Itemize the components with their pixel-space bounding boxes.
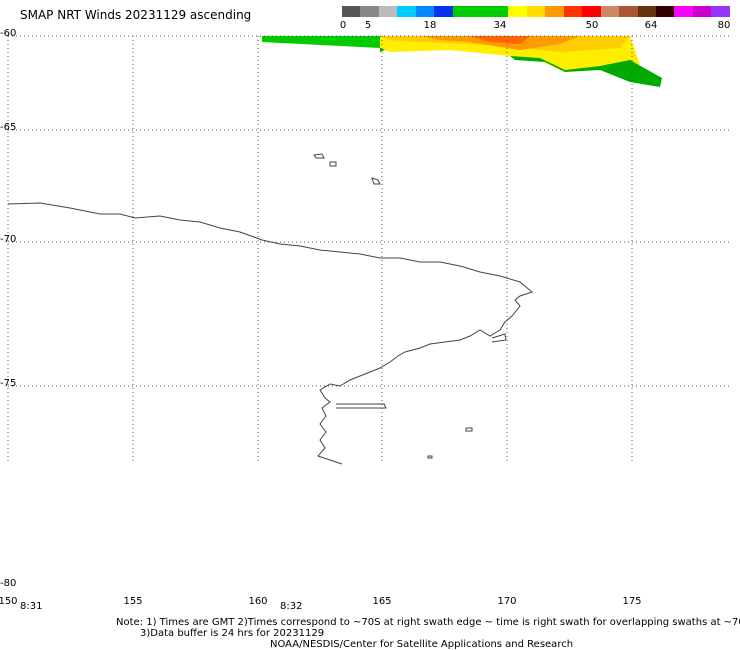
colorbar-segment [471, 6, 490, 17]
colorbar-label: 34 [493, 20, 507, 31]
swath-time: 8:31 [20, 601, 43, 612]
latitude-label: -80 [0, 578, 17, 589]
longitude-label: 150 [0, 596, 18, 607]
colorbar-label: 64 [644, 20, 658, 31]
colorbar-segment [545, 6, 564, 17]
note-line: Note: 1) Times are GMT 2)Times correspon… [116, 617, 740, 628]
colorbar-segment [378, 6, 398, 17]
colorbar-segment [600, 6, 620, 17]
longitude-label: 160 [248, 596, 268, 607]
colorbar-label: 0 [339, 20, 347, 31]
colorbar-segment [452, 6, 472, 17]
colorbar-segment [619, 6, 638, 17]
longitude-label: 155 [123, 596, 143, 607]
colorbar-segment [711, 6, 730, 17]
colorbar-label: 5 [364, 20, 372, 31]
credit-line: NOAA/NESDIS/Center for Satellite Applica… [270, 639, 574, 650]
longitude-label: 170 [497, 596, 517, 607]
colorbar-segment [637, 6, 656, 17]
graticule [7, 35, 730, 464]
colorbar-segment [342, 6, 361, 17]
map-title: SMAP NRT Winds 20231129 ascending [20, 8, 252, 22]
colorbar-segment [692, 6, 712, 17]
latitude-label: -70 [0, 234, 17, 245]
colorbar-segment [563, 6, 583, 17]
colorbar-segment [655, 6, 675, 17]
colorbar-label: 80 [717, 20, 731, 31]
colorbar-segment [526, 6, 546, 17]
note-line: 3)Data buffer is 24 hrs for 20231129 [140, 628, 325, 639]
colorbar-segment [489, 6, 509, 17]
longitude-label: 165 [372, 596, 392, 607]
colorbar-segment [582, 6, 601, 17]
wind-speed-colorbar [342, 6, 730, 17]
wind-swath [262, 36, 662, 87]
latitude-label: -75 [0, 378, 17, 389]
colorbar-segment [360, 6, 379, 17]
colorbar-segment [415, 6, 435, 17]
colorbar-label: 50 [585, 20, 599, 31]
longitude-label: 175 [622, 596, 642, 607]
coastline [7, 153, 534, 465]
colorbar-segment [508, 6, 527, 17]
latitude-label: -60 [0, 28, 17, 39]
colorbar-segment [397, 6, 416, 17]
latitude-label: -65 [0, 122, 17, 133]
colorbar-segment [434, 6, 453, 17]
colorbar-label: 18 [423, 20, 437, 31]
swath-time: 8:32 [280, 601, 303, 612]
colorbar-segment [674, 6, 693, 17]
